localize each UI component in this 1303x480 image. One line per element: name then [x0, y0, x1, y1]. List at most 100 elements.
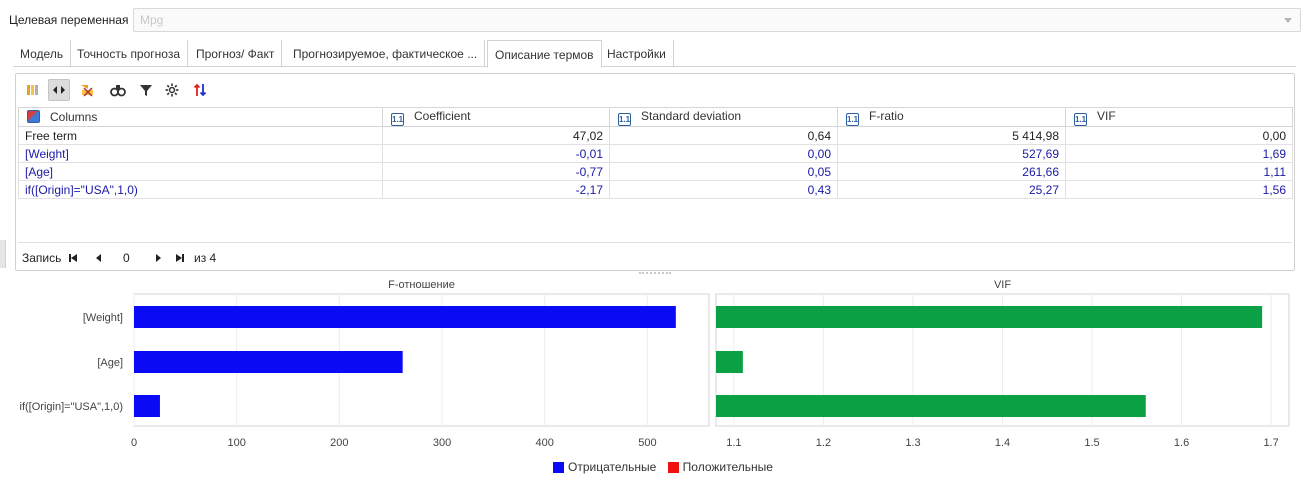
column-header-vif[interactable]: 1.1 VIF [1065, 107, 1293, 127]
side-panel-handle[interactable] [0, 240, 6, 268]
table-icon [27, 110, 40, 123]
bar [716, 306, 1263, 328]
panel-splitter[interactable] [639, 272, 671, 276]
y-category-label: [Age] [97, 357, 123, 369]
tab-model[interactable]: Модель [13, 40, 72, 67]
target-variable-value: Mpg [140, 13, 164, 27]
chart-title: F-отношение [388, 279, 455, 291]
x-tick-label: 0 [131, 437, 137, 449]
tab-predicted-actual[interactable]: Прогнозируемое, фактическое ... [286, 40, 486, 67]
cell-name[interactable]: [Age] [18, 162, 383, 181]
tab-settings[interactable]: Настройки [600, 40, 674, 67]
cell-std[interactable]: 0,05 [609, 162, 838, 181]
tab-forecast-fact[interactable]: Прогноз/ Факт [189, 40, 283, 67]
legend-label: Положительные [682, 460, 773, 474]
clear-filter-icon[interactable] [76, 79, 98, 101]
terms-grid-panel: Columns 1.1 Coefficient 1.1 Standard devia… [15, 73, 1295, 271]
pager-label: Запись [22, 251, 62, 265]
table-row[interactable]: if([Origin]="USA",1,0) -2,17 0,43 25,27 … [18, 180, 1293, 199]
cell-f-ratio[interactable]: 5 414,98 [837, 126, 1066, 145]
table-row[interactable]: [Age] -0,77 0,05 261,66 1,11 [18, 162, 1293, 181]
column-header-coefficient[interactable]: 1.1 Coefficient [382, 107, 610, 127]
columns-icon[interactable] [22, 79, 44, 101]
bar [134, 351, 403, 373]
target-variable-select[interactable]: Mpg [133, 8, 1301, 32]
column-header-f-ratio[interactable]: 1.1 F-ratio [837, 107, 1066, 127]
target-variable-label: Целевая переменная [9, 13, 129, 27]
number-type-icon: 1.1 [1074, 112, 1087, 126]
bar [716, 395, 1146, 417]
number-type-icon: 1.1 [846, 112, 859, 126]
cell-name[interactable]: Free term [18, 126, 383, 145]
fit-width-icon[interactable] [48, 79, 70, 101]
x-tick-label: 100 [227, 437, 245, 449]
x-tick-label: 1.7 [1263, 437, 1278, 449]
bar [134, 306, 676, 328]
legend-item-negative[interactable]: Отрицательные [553, 460, 656, 474]
sort-icon[interactable] [189, 79, 211, 101]
table-row[interactable]: [Weight] -0,01 0,00 527,69 1,69 [18, 144, 1293, 163]
cell-f-ratio[interactable]: 261,66 [837, 162, 1066, 181]
grid-toolbar [18, 76, 1292, 104]
bar [716, 351, 743, 373]
x-tick-label: 1.3 [905, 437, 920, 449]
x-tick-label: 1.4 [995, 437, 1010, 449]
find-icon[interactable] [107, 79, 129, 101]
cell-coefficient[interactable]: -2,17 [382, 180, 610, 199]
x-tick-label: 1.6 [1174, 437, 1189, 449]
x-tick-label: 1.5 [1084, 437, 1099, 449]
charts-area: 0 100 200 300 400 500 F-отношение [Weight] [Age]… [20, 279, 1290, 449]
column-header-columns[interactable]: Columns [18, 107, 383, 127]
x-tick-label: 1.2 [816, 437, 831, 449]
cell-std[interactable]: 0,43 [609, 180, 838, 199]
first-record-icon[interactable] [68, 252, 78, 266]
table-row[interactable]: Free term 47,02 0,64 5 414,98 0,00 [18, 126, 1293, 145]
y-category-label: if([Origin]="USA",1,0) [20, 401, 123, 413]
cell-vif[interactable]: 0,00 [1065, 126, 1293, 145]
settings-icon[interactable] [161, 79, 183, 101]
cell-f-ratio[interactable]: 25,27 [837, 180, 1066, 199]
cell-std[interactable]: 0,64 [609, 126, 838, 145]
y-category-label: [Weight] [83, 312, 123, 324]
x-tick-label: 500 [638, 437, 656, 449]
cell-vif[interactable]: 1,69 [1065, 144, 1293, 163]
cell-f-ratio[interactable]: 527,69 [837, 144, 1066, 163]
current-record-value[interactable]: 0 [123, 251, 130, 265]
chart-title: VIF [994, 279, 1011, 291]
chart-legend: Отрицательные Положительные [553, 460, 781, 474]
cell-std[interactable]: 0,00 [609, 144, 838, 163]
number-type-icon: 1.1 [391, 112, 404, 126]
x-tick-label: 400 [536, 437, 554, 449]
x-tick-label: 300 [433, 437, 451, 449]
cell-name[interactable]: [Weight] [18, 144, 383, 163]
column-header-std-deviation[interactable]: 1.1 Standard deviation [609, 107, 838, 127]
chevron-down-icon[interactable] [1284, 18, 1292, 23]
tabs-divider [13, 66, 1296, 67]
tab-strip: Модель Точность прогноза Прогноз/ Факт П… [13, 40, 1298, 68]
cell-vif[interactable]: 1,11 [1065, 162, 1293, 181]
pager-divider [18, 242, 1292, 243]
prev-record-icon[interactable] [94, 252, 104, 266]
cell-coefficient[interactable]: 47,02 [382, 126, 610, 145]
cell-vif[interactable]: 1,56 [1065, 180, 1293, 199]
legend-swatch-negative [553, 461, 564, 473]
number-type-icon: 1.1 [618, 112, 631, 126]
cell-name[interactable]: if([Origin]="USA",1,0) [18, 180, 383, 199]
legend-label: Отрицательные [568, 460, 657, 474]
target-variable-row: Целевая переменная Mpg [0, 0, 1303, 36]
last-record-icon[interactable] [175, 252, 185, 266]
filter-icon[interactable] [135, 79, 157, 101]
x-tick-label: 200 [330, 437, 348, 449]
record-pager: Запись 0 из 4 [20, 249, 620, 267]
terms-table: Columns 1.1 Coefficient 1.1 Standard devia… [18, 107, 1293, 199]
tab-forecast-accuracy[interactable]: Точность прогноза [70, 40, 189, 67]
cell-coefficient[interactable]: -0,77 [382, 162, 610, 181]
tab-terms-description[interactable]: Описание термов [487, 40, 602, 68]
legend-item-positive[interactable]: Положительные [667, 460, 773, 474]
next-record-icon[interactable] [153, 252, 163, 266]
x-tick-label: 1.1 [726, 437, 741, 449]
record-count: из 4 [194, 251, 217, 265]
legend-swatch-positive [667, 461, 679, 473]
cell-coefficient[interactable]: -0,01 [382, 144, 610, 163]
bar [134, 395, 160, 417]
